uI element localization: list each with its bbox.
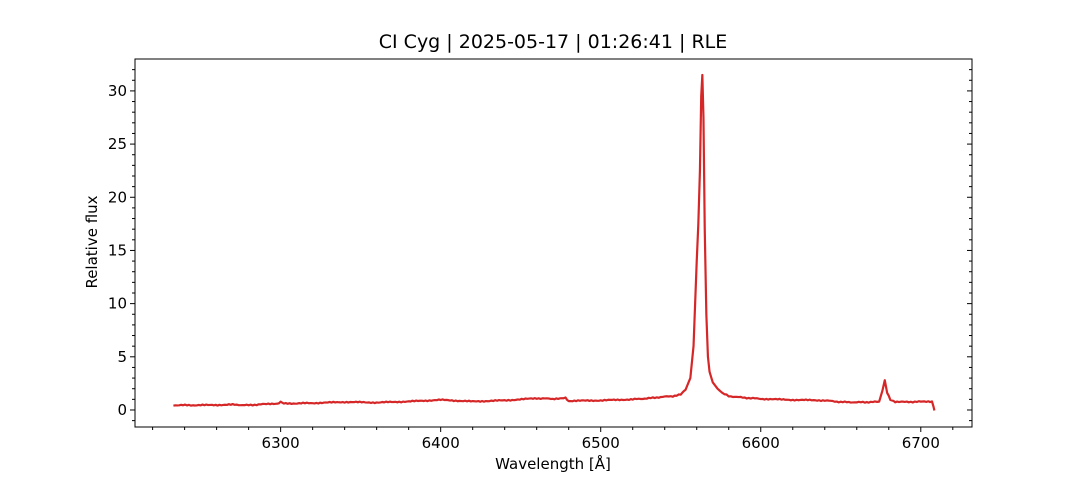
chart-title: CI Cyg | 2025-05-17 | 01:26:41 | RLE bbox=[379, 31, 727, 53]
plot-frame bbox=[134, 58, 973, 428]
y-tick-label: 15 bbox=[108, 241, 127, 259]
y-tick-label: 0 bbox=[117, 401, 127, 419]
x-tick-label: 6600 bbox=[742, 434, 780, 452]
y-tick-label: 10 bbox=[108, 295, 127, 313]
axis-ticks: 6300 6400 6500 6600 6700 0 5 10 15 20 25 30 bbox=[108, 69, 972, 452]
x-tick-label: 6400 bbox=[422, 434, 460, 452]
y-axis-label: Relative flux bbox=[83, 195, 101, 288]
x-axis-label: Wavelength [Å] bbox=[495, 454, 611, 473]
spectrum-line bbox=[173, 73, 936, 411]
x-tick-label: 6300 bbox=[262, 434, 300, 452]
x-tick-label: 6500 bbox=[582, 434, 620, 452]
y-tick-label: 20 bbox=[108, 188, 127, 206]
y-tick-label: 30 bbox=[108, 82, 127, 100]
plot-area bbox=[173, 73, 936, 411]
x-tick-label: 6700 bbox=[902, 434, 940, 452]
y-tick-label: 25 bbox=[108, 135, 127, 153]
y-tick-label: 5 bbox=[117, 348, 127, 366]
